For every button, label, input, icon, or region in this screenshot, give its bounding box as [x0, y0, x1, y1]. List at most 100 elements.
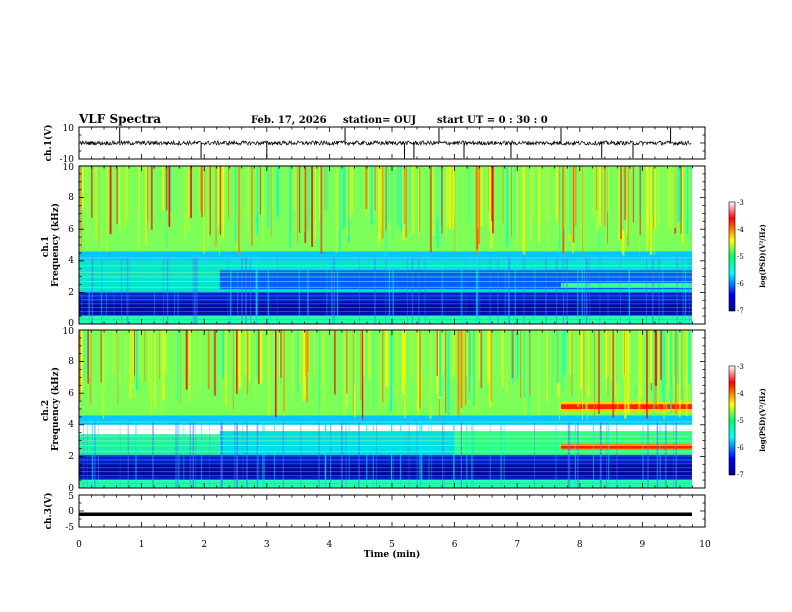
- spec-sferic: [80, 166, 82, 253]
- spec-sferic-low: [256, 257, 258, 325]
- spec-narrowband-line: [79, 299, 692, 301]
- spec-sferic: [593, 166, 595, 218]
- spec-sferic: [368, 330, 371, 380]
- spec-sferic: [555, 166, 558, 221]
- spec-sferic-low: [642, 421, 644, 489]
- spec-sferic: [215, 166, 217, 247]
- spec-sferic: [320, 166, 323, 254]
- spec-sferic-low: [94, 421, 96, 489]
- spec-band-low-deep: [79, 301, 692, 315]
- ch1-cbtick-m6: -6: [737, 280, 744, 288]
- spec-sferic: [279, 330, 281, 414]
- spec-sferic: [187, 166, 189, 231]
- spec-sferic: [665, 330, 668, 414]
- spec-sferic-low: [465, 257, 467, 325]
- spec-sferic-low: [89, 257, 90, 325]
- spec-sferic: [538, 166, 540, 244]
- spec-sferic: [397, 166, 400, 227]
- spec-narrowband-line: [79, 315, 692, 316]
- spec-sferic: [518, 330, 519, 389]
- spec-sferic-low: [460, 421, 462, 489]
- spec-narrowband-line: [79, 276, 692, 278]
- spec-sferic-low: [262, 421, 264, 489]
- spec-sferic: [418, 166, 419, 237]
- spec-sferic-low: [562, 257, 565, 325]
- spec-sferic: [275, 330, 277, 418]
- spec-sferic: [520, 330, 522, 398]
- spec-sferic: [501, 330, 504, 387]
- spec-sferic-low: [324, 421, 327, 489]
- spec-sferic: [304, 166, 306, 232]
- spec-sferic: [190, 166, 192, 218]
- spec-sferic-low: [128, 257, 130, 325]
- figure-start-time: start UT = 0 : 30 : 0: [437, 115, 548, 126]
- spec-sferic-low: [220, 421, 222, 489]
- spec-sferic: [646, 330, 648, 419]
- spec-sferic: [679, 330, 681, 417]
- spec-sferic: [690, 166, 692, 242]
- spec-sferic: [585, 330, 587, 412]
- spec-sferic: [258, 330, 260, 384]
- spec-sferic: [112, 330, 115, 375]
- spec-sferic-low: [658, 257, 660, 325]
- spec-sferic: [360, 330, 362, 401]
- spec-sferic: [597, 166, 600, 251]
- spec-sferic-low: [135, 421, 137, 489]
- ch2-ytick-0: 0: [68, 484, 74, 494]
- spec-sferic-low: [586, 257, 588, 325]
- spec-sferic: [639, 166, 640, 253]
- spec-sferic: [600, 166, 602, 224]
- spec-sferic-low: [418, 421, 421, 489]
- spec-sferic-low: [234, 421, 236, 489]
- spec-band-bottom: [79, 316, 692, 324]
- time-axis-tick-label: 1: [139, 540, 145, 550]
- spec-sferic: [530, 166, 531, 242]
- spec-sferic: [436, 330, 438, 376]
- spec-sferic-low: [83, 421, 85, 489]
- ch1-cbtick-m5: -5: [737, 253, 744, 261]
- spec-sferic: [361, 330, 364, 420]
- spec-sferic: [374, 166, 376, 211]
- spec-sferic-low: [331, 257, 333, 325]
- spec-sferic-low: [230, 257, 232, 325]
- spec-sferic: [682, 330, 683, 402]
- spec-sferic: [291, 330, 293, 397]
- spec-sferic-low: [336, 257, 339, 325]
- spec-sferic-low: [318, 421, 320, 489]
- spec-sferic-low: [600, 421, 602, 489]
- ch2-ylabel-line1: ch.2: [41, 400, 51, 421]
- ch2-cbtick-m6: -6: [737, 444, 744, 452]
- spec-sferic: [605, 330, 607, 393]
- spec-sferic: [486, 166, 488, 221]
- spec-sferic: [475, 166, 478, 255]
- ch1-spectrogram-ticks: [78, 165, 706, 325]
- spec-sferic: [457, 330, 460, 415]
- ch1-ytick-8: 8: [68, 193, 74, 203]
- spec-narrowband-line: [79, 319, 692, 320]
- spec-narrowband-line: [79, 445, 692, 446]
- spec-sferic: [370, 166, 373, 225]
- spec-sferic: [89, 330, 92, 405]
- spec-narrowband-line: [79, 483, 692, 484]
- spec-sferic: [575, 166, 577, 226]
- ch1-cbtick-m3: -3: [737, 199, 744, 207]
- spec-sferic: [384, 330, 387, 407]
- spec-sferic-low: [607, 257, 609, 325]
- spec-sferic-low: [508, 257, 510, 325]
- spec-sferic: [289, 166, 291, 248]
- spec-sferic: [670, 330, 672, 414]
- spec-sferic: [209, 166, 211, 236]
- spec-sferic: [627, 330, 630, 414]
- spec-sferic: [404, 330, 406, 383]
- spec-sferic: [81, 330, 83, 395]
- ch2-colorbar-label: log(PSD)(V²/Hz): [758, 388, 767, 452]
- spec-sferic-low: [683, 257, 685, 325]
- spec-sferic: [580, 330, 583, 389]
- spec-sferic: [337, 166, 339, 232]
- spec-sferic-low: [330, 421, 332, 489]
- spec-sferic: [492, 166, 494, 234]
- spec-sferic: [335, 166, 338, 253]
- time-axis-tick-label: 3: [264, 540, 270, 550]
- spec-sferic: [593, 330, 596, 420]
- spec-sferic: [660, 330, 662, 380]
